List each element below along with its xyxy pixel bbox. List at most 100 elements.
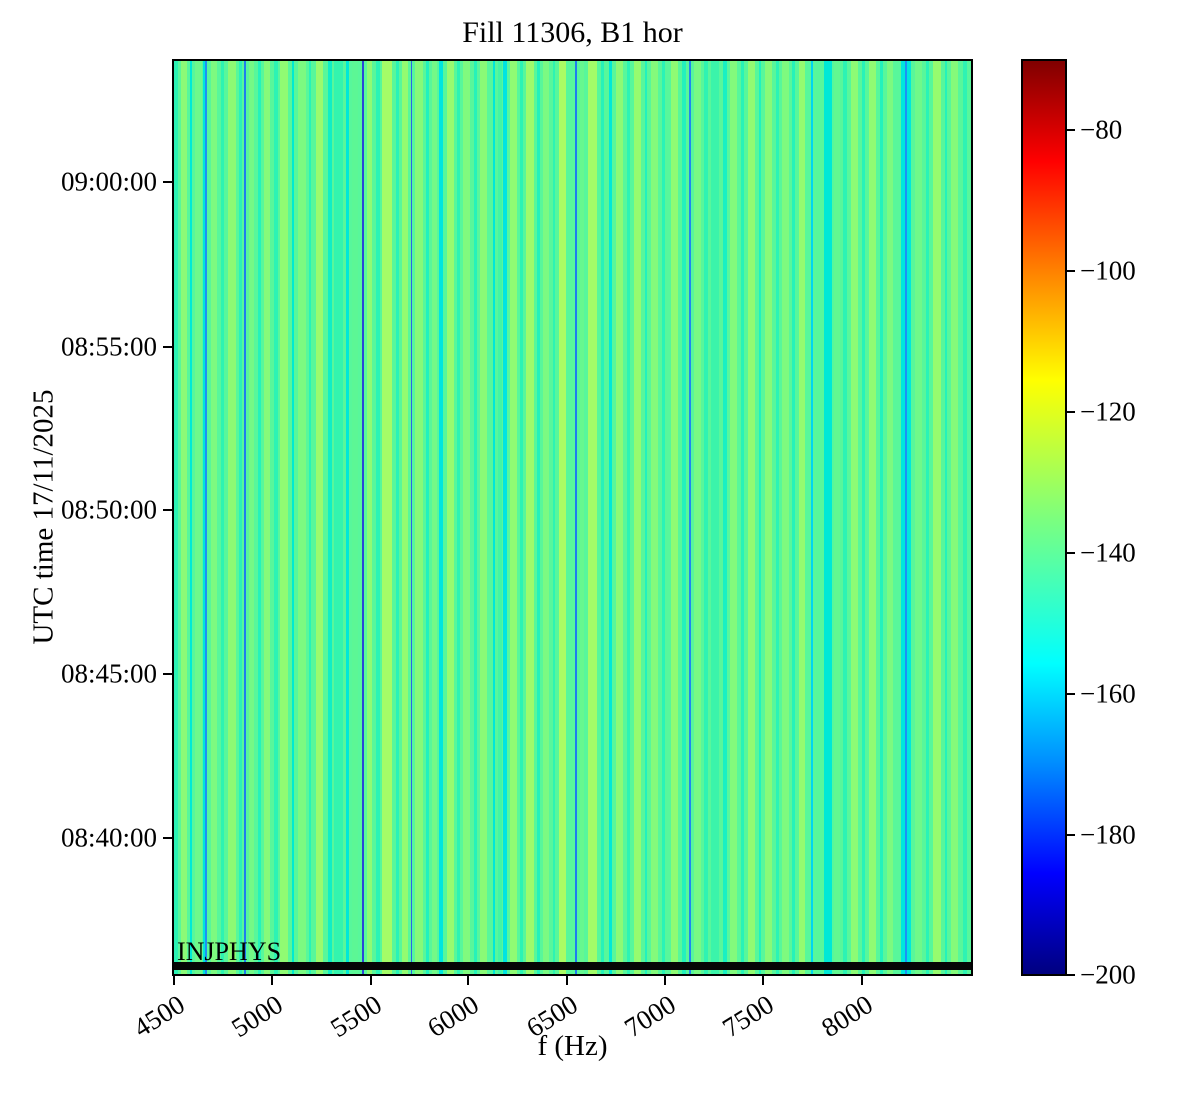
colorbar-gradient	[1021, 59, 1067, 976]
spectrogram-stripe	[951, 61, 959, 974]
spectrogram-stripe	[258, 61, 262, 974]
x-tick-mark	[369, 976, 372, 985]
spectrogram-stripe	[944, 61, 948, 974]
spectrogram-stripe	[519, 61, 523, 974]
spectrogram-stripe	[492, 61, 496, 974]
spectrogram-stripe	[456, 61, 460, 974]
spectrogram-stripe	[868, 61, 877, 974]
colorbar-tick-mark	[1067, 692, 1075, 695]
colorbar-tick-mark	[1067, 128, 1075, 131]
spectrogram-stripe	[741, 61, 745, 974]
spectrogram-stripe	[346, 61, 350, 974]
y-axis: 09:00:00 08:55:00 08:50:00 08:45:00 08:40:00	[0, 59, 172, 976]
spectrogram-stripe	[210, 61, 218, 974]
spectrogram-stripe	[248, 61, 255, 974]
spectrogram-stripe	[432, 61, 437, 974]
spectrogram-stripe	[362, 61, 365, 974]
spectrogram-stripe	[558, 61, 567, 974]
spectrogram-stripe	[274, 61, 278, 974]
y-tick-label: 08:45:00	[60, 658, 157, 689]
spectrogram-stripe	[579, 61, 585, 974]
x-tick-mark	[565, 976, 568, 985]
colorbar-tick-label: −120	[1080, 396, 1136, 427]
spectrogram-stripe	[181, 61, 187, 974]
spectrogram-stripe	[861, 61, 865, 974]
spectrogram-stripe	[645, 61, 648, 974]
spectrogram-stripe	[327, 61, 332, 974]
spectrogram-stripe	[782, 61, 790, 974]
colorbar-tick-mark	[1067, 269, 1075, 272]
spectrogram-stripe	[925, 61, 929, 974]
spectrogram-stripe	[588, 61, 598, 974]
spectrogram-stripe	[410, 61, 413, 974]
spectrogram-stripe	[438, 61, 443, 974]
colorbar-tick-label: −100	[1080, 255, 1136, 286]
colorbar-tick-label: −80	[1080, 114, 1123, 145]
spectrogram-stripe	[174, 61, 178, 974]
spectrogram-stripe	[661, 61, 665, 974]
spectrogram-stripe	[537, 61, 540, 974]
x-tick-mark	[172, 976, 175, 985]
colorbar-tick-label: −160	[1080, 678, 1136, 709]
colorbar-axis: −80 −100 −120 −140 −160 −180 −200	[1067, 59, 1197, 989]
spectrogram-stripe	[850, 61, 858, 974]
x-tick-mark	[762, 976, 765, 985]
spectrogram-stripe	[228, 61, 237, 974]
spectrogram-plot-area: INJPHYS	[172, 59, 973, 976]
x-tick-mark	[664, 976, 667, 985]
colorbar-tick-mark	[1067, 833, 1075, 836]
spectrogram-stripe	[205, 61, 207, 974]
spectrogram-stripe	[775, 61, 779, 974]
spectrogram-stripe	[415, 61, 423, 974]
bottom-black-band	[174, 962, 971, 970]
spectrogram-stripe	[815, 61, 821, 974]
spectrogram-stripe	[497, 61, 502, 974]
y-tick-mark	[163, 673, 172, 676]
spectrogram-stripe	[202, 61, 207, 974]
x-tick-mark	[467, 976, 470, 985]
spectrogram-stripe	[833, 61, 841, 974]
spectrogram-stripe	[915, 61, 922, 974]
spectrogram-stripe	[221, 61, 225, 974]
spectrogram-stripe	[382, 61, 392, 974]
spectrogram-stripe	[194, 61, 202, 974]
spectrogram-stripe	[503, 61, 507, 974]
spectrogram-stripe	[244, 61, 246, 974]
spectrogram-stripe	[723, 61, 728, 974]
spectrogram-stripe	[704, 61, 708, 974]
spectrogram-stripe	[730, 61, 738, 974]
spectrogram-stripe	[694, 61, 701, 974]
spectrogram-stripe	[758, 61, 762, 974]
spectrogram-stripe	[446, 61, 454, 974]
spectrogram-stripe	[626, 61, 630, 974]
spectrogram-stripe	[264, 61, 271, 974]
spectrogram-stripe	[526, 61, 535, 974]
y-tick-mark	[163, 180, 172, 183]
spectrogram-stripe	[189, 61, 193, 974]
colorbar-tick-label: −200	[1080, 959, 1136, 990]
spectrogram-stripe	[401, 61, 409, 974]
beam-mode-annotation: INJPHYS	[177, 937, 282, 966]
spectrogram-stripe	[334, 61, 343, 974]
spectrogram-stripe	[932, 61, 941, 974]
spectrogram-stripe	[351, 61, 359, 974]
spectrogram-stripe	[886, 61, 893, 974]
spectrogram-stripe	[904, 61, 907, 974]
spectrogram-stripe	[291, 61, 295, 974]
spectrogram-stripe	[575, 61, 578, 974]
spectrogram-stripe	[711, 61, 720, 974]
spectrogram-stripe	[425, 61, 430, 974]
spectrogram-stripe	[376, 61, 380, 974]
spectrogram-stripe	[509, 61, 517, 974]
spectrogram-stripe	[395, 61, 399, 974]
spectrogram-stripe	[823, 61, 832, 974]
spectrogram-stripe	[315, 61, 324, 974]
chart-title: Fill 11306, B1 hor	[462, 16, 683, 49]
spectrogram-stripe	[480, 61, 488, 974]
y-tick-mark	[163, 345, 172, 348]
spectrogram-stripe	[552, 61, 556, 974]
y-tick-mark	[163, 509, 172, 512]
y-tick-mark	[163, 836, 172, 839]
spectrogram-stripe	[682, 61, 686, 974]
